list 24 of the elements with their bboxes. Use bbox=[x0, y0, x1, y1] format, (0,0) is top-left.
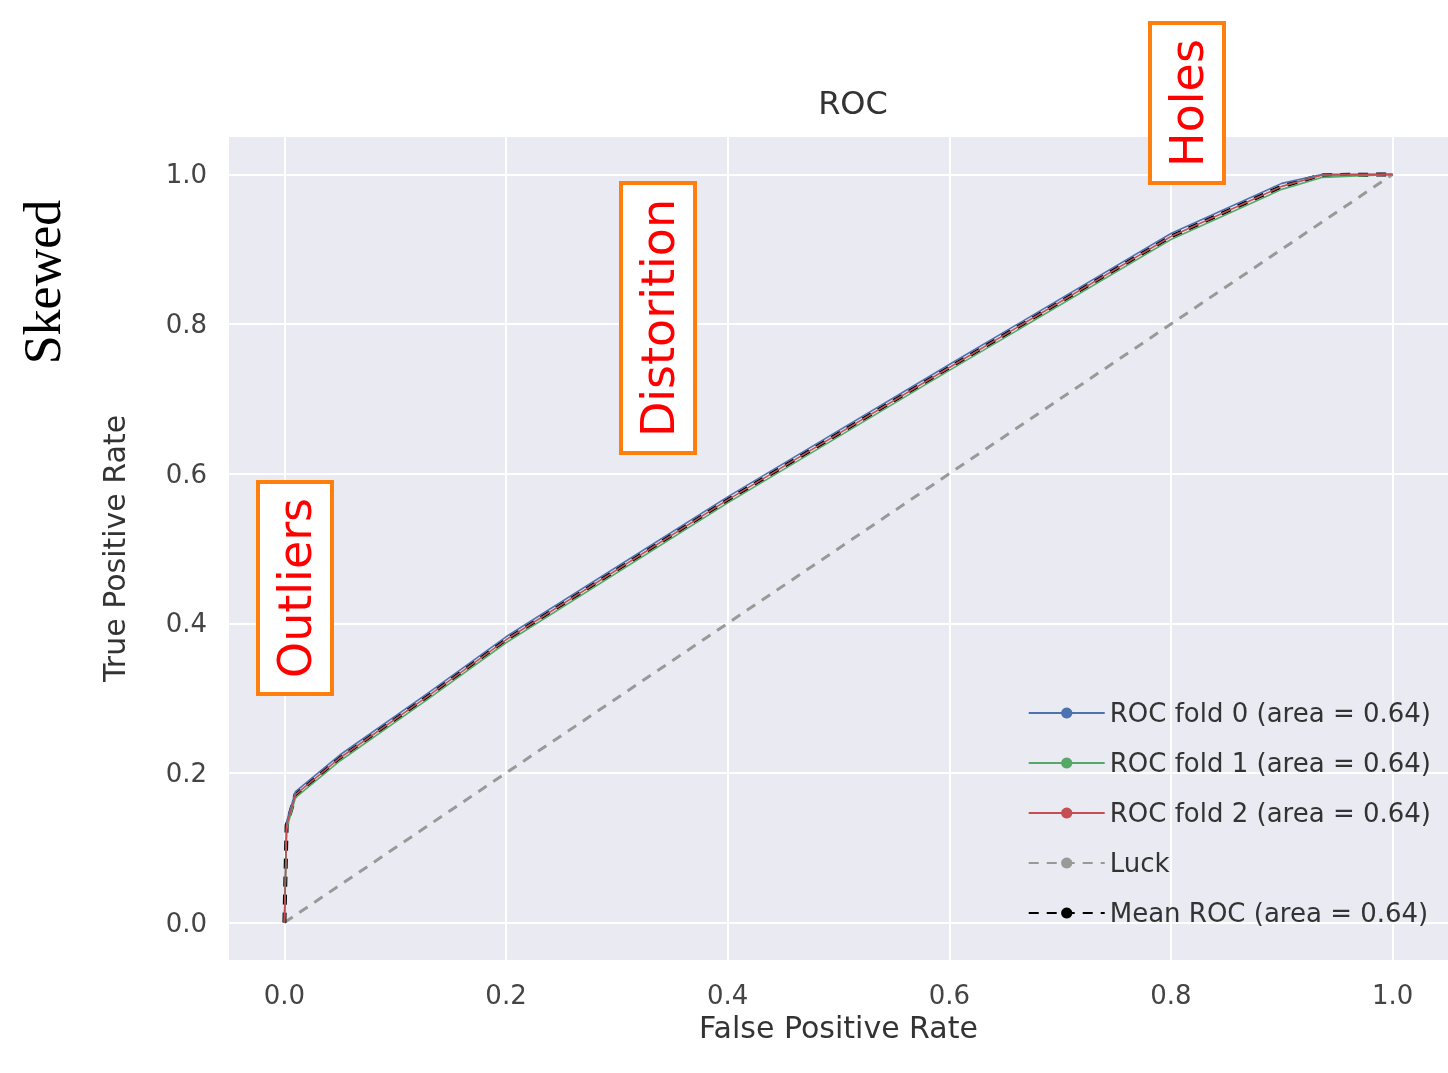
annotation: Holes bbox=[1160, 39, 1214, 167]
y-tick-label: 0.8 bbox=[165, 309, 207, 340]
annotation: Distorition bbox=[631, 198, 685, 438]
y-tick-label: 0.2 bbox=[165, 757, 207, 788]
x-tick-label: 0.0 bbox=[263, 980, 306, 1010]
text: Skewed bbox=[13, 199, 71, 365]
x-tick-label: 0.4 bbox=[707, 980, 749, 1010]
chart-title: ROC bbox=[818, 84, 888, 122]
x-tick-label: 0.2 bbox=[485, 980, 527, 1010]
legend-label: Luck bbox=[1109, 848, 1170, 878]
x-tick-label: 0.6 bbox=[928, 980, 970, 1010]
y-tick-label: 1.0 bbox=[165, 159, 207, 190]
legend-label: ROC fold 0 (area = 0.64) bbox=[1109, 698, 1431, 728]
annotation: Outliers bbox=[268, 497, 322, 679]
legend-label: ROC fold 1 (area = 0.64) bbox=[1109, 748, 1431, 778]
legend-label: Mean ROC (area = 0.64) bbox=[1109, 898, 1429, 928]
y-tick-label: 0.6 bbox=[165, 458, 207, 489]
x-tick-label: 0.8 bbox=[1150, 980, 1192, 1010]
y-tick-label: 0.4 bbox=[165, 608, 207, 639]
y-axis-title: True Positive Rate bbox=[96, 414, 132, 684]
y-tick-label: 0.0 bbox=[165, 907, 207, 938]
legend-label: ROC fold 2 (area = 0.64) bbox=[1109, 798, 1431, 828]
x-axis-title: False Positive Rate bbox=[699, 1010, 978, 1046]
x-tick-label: 1.0 bbox=[1371, 980, 1414, 1010]
